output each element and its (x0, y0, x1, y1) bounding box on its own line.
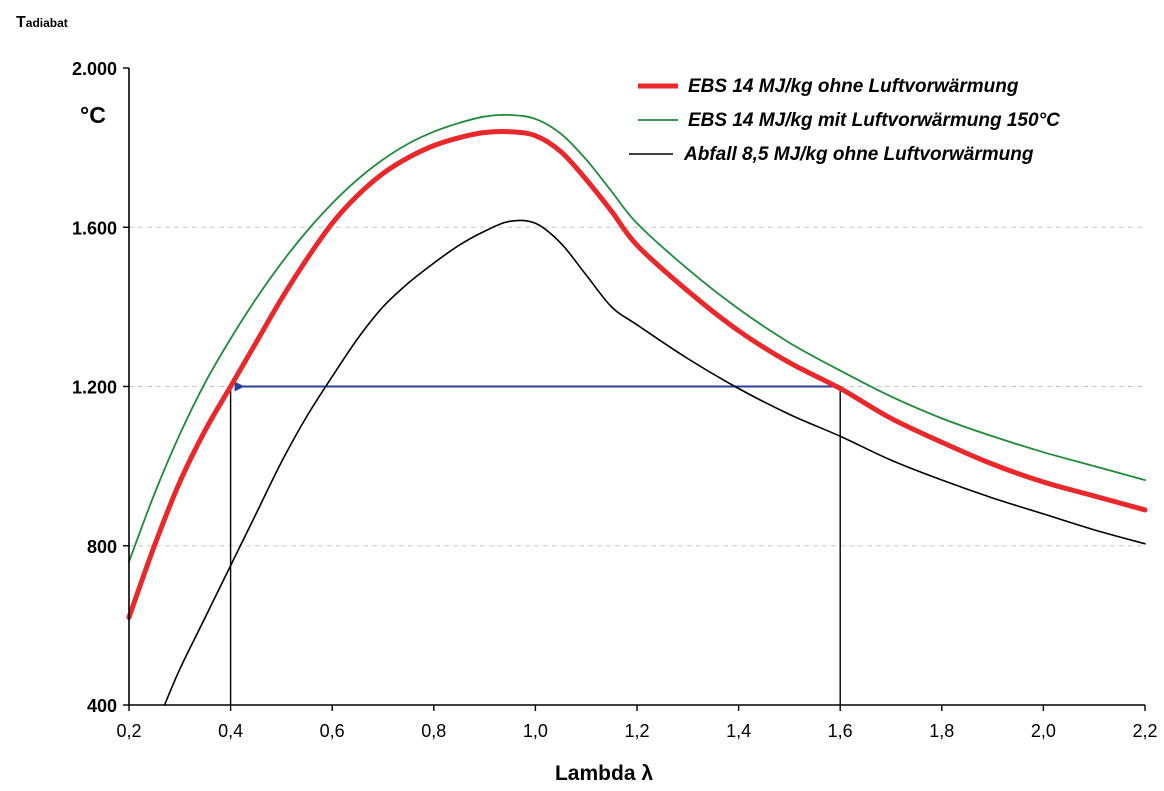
x-tick-label-9: 2,0 (1031, 721, 1056, 741)
y-tick-label-4: 2.000 (72, 59, 117, 79)
y-tick-label-0: 400 (87, 696, 117, 716)
x-tick-label-2: 0,6 (320, 721, 345, 741)
series-group (126, 113, 1148, 706)
y-tick-label-1: 800 (87, 537, 117, 557)
y-axis-label-sub: adiabat (26, 16, 68, 30)
series-line-0 (126, 128, 1148, 620)
x-axis-title: Lambda λ (555, 762, 653, 785)
y-axis-label: Tadiabat (16, 14, 68, 31)
x-tick-label-3: 0,8 (421, 721, 446, 741)
x-tick-label-4: 1,0 (523, 721, 548, 741)
legend: EBS 14 MJ/kg ohne Luftvorwärmung EBS 14 M… (629, 76, 1060, 165)
x-tick-label-0: 0,2 (116, 721, 141, 741)
series-line-2 (163, 219, 1146, 706)
legend-label-0: EBS 14 MJ/kg ohne Luftvorwärmung (688, 76, 1019, 97)
y-tick-label-2: 1.200 (72, 378, 117, 398)
y-unit-label: °C (80, 102, 106, 128)
x-tick-label-8: 1,8 (929, 721, 954, 741)
x-tick-label-1: 0,4 (218, 721, 243, 741)
x-tick-label-5: 1,2 (624, 721, 649, 741)
y-ticks: 400 800 1.200 1.600 2.000 (72, 59, 129, 716)
x-tick-label-10: 2,2 (1132, 721, 1157, 741)
x-tick-label-6: 1,4 (726, 721, 751, 741)
x-tick-label-7: 1,6 (828, 721, 853, 741)
legend-label-2: Abfall 8,5 MJ/kg ohne Luftvorwärmung (683, 144, 1034, 165)
series-line-1 (128, 113, 1146, 563)
y-tick-label-3: 1.600 (72, 218, 117, 238)
x-ticks: 0,2 0,4 0,6 0,8 1,0 1,2 1,4 1,6 1,8 2,0 2,2 (116, 705, 1158, 741)
annotations (229, 381, 841, 705)
y-axis-label-main: T (16, 14, 26, 31)
legend-label-1: EBS 14 MJ/kg mit Luftvorwärmung 150°C (688, 110, 1060, 131)
